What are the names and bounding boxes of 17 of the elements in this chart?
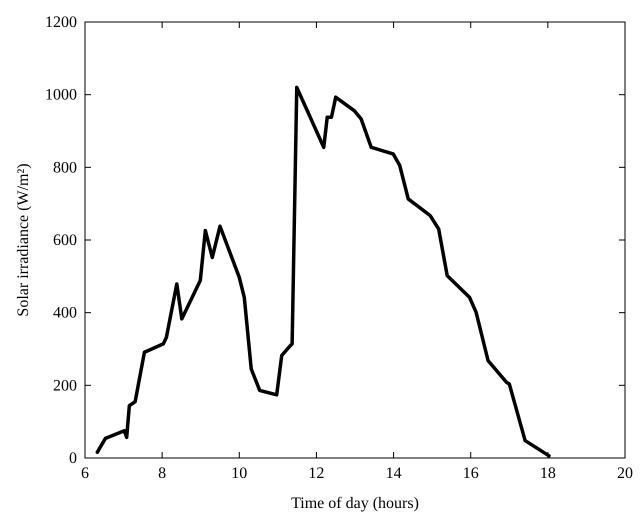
x-tick-label: 10 <box>231 465 248 482</box>
x-tick-label: 16 <box>462 465 479 482</box>
x-axis-title: Time of day (hours) <box>291 495 419 512</box>
x-tick-label: 18 <box>540 465 556 482</box>
x-tick-label: 14 <box>386 465 402 482</box>
y-tick-label: 200 <box>53 377 77 394</box>
x-tick-label: 6 <box>81 465 89 482</box>
x-tick-label: 8 <box>158 465 166 482</box>
y-tick-label: 1000 <box>45 86 77 104</box>
y-tick-label: 600 <box>53 232 77 249</box>
y-axis-title: Solar irradiance (W/m²) <box>15 163 32 317</box>
y-tick-label: 0 <box>69 450 77 467</box>
x-tick-label: 12 <box>308 465 324 482</box>
y-tick-label: 1200 <box>45 14 77 31</box>
y-tick-label: 800 <box>53 159 77 176</box>
x-tick-label: 20 <box>617 465 633 482</box>
y-tick-label: 400 <box>53 304 77 322</box>
